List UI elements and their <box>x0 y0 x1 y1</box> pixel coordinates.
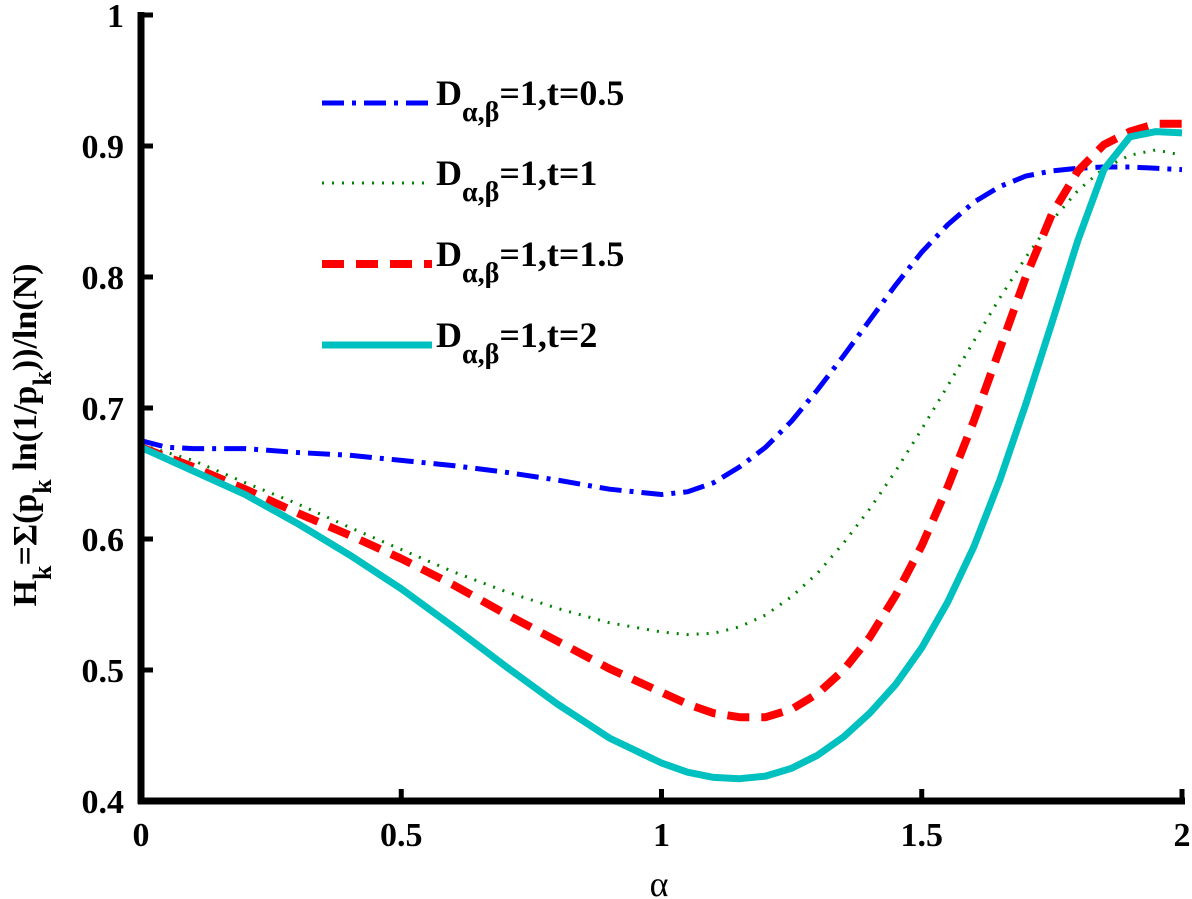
x-axis-label: α <box>650 864 669 899</box>
y-tick-label: 0.8 <box>82 260 125 297</box>
legend-item-3: Dα,β=1,t=1.5 <box>322 234 624 289</box>
x-tick-label: 0 <box>133 817 150 854</box>
ticks-layer: 0 0.5 1 1.5 2 0.4 0.5 0.6 0.7 0.8 0.9 1 <box>82 0 1191 854</box>
series-line-2 <box>140 148 1183 637</box>
series-layer <box>139 119 1183 783</box>
x-tick-label: 0.5 <box>380 817 423 854</box>
y-tick-label: 0.4 <box>82 784 125 821</box>
y-axis-label: Hk=Σ(pk ln(1/pk))/ln(N) <box>7 264 57 607</box>
legend-item-1: Dα,β=1,t=0.5 <box>322 73 624 128</box>
series-line-4 <box>139 128 1183 783</box>
y-tick-label: 1 <box>107 0 124 35</box>
y-tick-label: 0.7 <box>82 391 125 428</box>
legend-label: Dα,β=1,t=2 <box>436 315 597 370</box>
legend-label: Dα,β=1,t=1 <box>436 153 597 208</box>
series-line-1 <box>140 164 1183 497</box>
series-line-3 <box>139 119 1182 722</box>
y-tick-label: 0.6 <box>82 522 125 559</box>
y-tick-label: 0.9 <box>82 129 125 166</box>
legend-label: Dα,β=1,t=1.5 <box>436 234 624 289</box>
legend-item-2: Dα,β=1,t=1 <box>322 153 597 208</box>
legend: Dα,β=1,t=0.5 Dα,β=1,t=1 Dα,β=1,t=1.5 Dα,β=1… <box>322 73 624 370</box>
x-tick-label: 1.5 <box>901 817 944 854</box>
legend-item-4: Dα,β=1,t=2 <box>322 315 597 370</box>
x-tick-label: 1 <box>653 817 670 854</box>
legend-label: Dα,β=1,t=0.5 <box>436 73 624 128</box>
y-tick-label: 0.5 <box>82 653 125 690</box>
x-tick-label: 2 <box>1174 817 1191 854</box>
